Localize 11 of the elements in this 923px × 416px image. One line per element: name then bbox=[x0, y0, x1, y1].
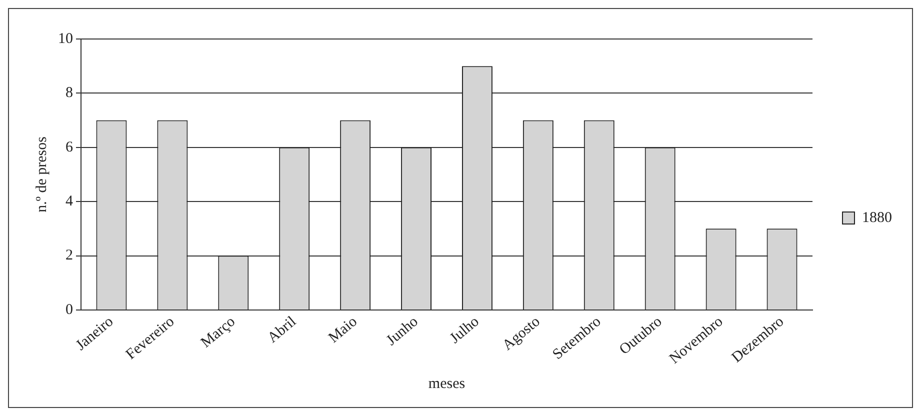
y-tick-label: 10 bbox=[58, 30, 73, 47]
legend-label: 1880 bbox=[862, 210, 892, 226]
y-tick-label: 0 bbox=[66, 302, 73, 318]
x-tick-label: Julho bbox=[447, 314, 482, 347]
y-tick-label: 8 bbox=[66, 85, 73, 102]
y-axis-title: n.º de presos bbox=[34, 136, 50, 212]
y-tick-label: 4 bbox=[66, 194, 74, 210]
y-tick-label: 6 bbox=[66, 139, 74, 156]
x-tick-label: Maio bbox=[326, 314, 360, 346]
y-tick-label: 2 bbox=[66, 248, 73, 264]
x-axis-title: meses bbox=[428, 376, 466, 392]
